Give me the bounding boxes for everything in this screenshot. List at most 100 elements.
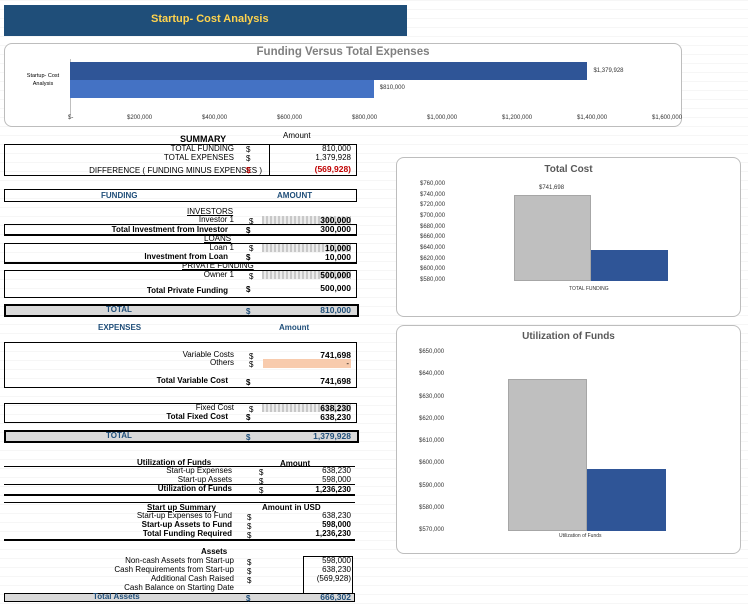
total-investor-cur: $ [246, 226, 251, 235]
total-investor-label: Total Investment from Investor [111, 225, 228, 234]
funding-chart-title: Funding Versus Total Expenses [256, 46, 430, 58]
cash-requirements-cur: $ [247, 567, 252, 576]
total-cost-y-tick: $760,000 [420, 181, 446, 187]
utilization-y-tick: $610,000 [419, 438, 445, 444]
startup-expenses-cur: $ [247, 513, 252, 522]
fixed-cost-value: 638,230 [320, 403, 351, 413]
funding-total-label: TOTAL [106, 305, 132, 314]
others-label: Others [209, 358, 234, 367]
startup-expenses-label: Start-up Expenses to Fund [136, 511, 232, 520]
loan1-cur: $ [249, 244, 254, 253]
cash-requirements-label: Cash Requirements from Start-up [114, 565, 234, 574]
others-value: - [346, 359, 349, 368]
additional-cash-value: (569,928) [316, 574, 351, 583]
startup-expenses-value: 638,230 [322, 511, 351, 520]
funding-chart-x-tick: $1,000,000 [427, 115, 458, 121]
summary-value-col [269, 144, 357, 175]
utilization-expenses-cur: $ [259, 468, 264, 477]
funding-chart-category: Startup- Cost Analysis [26, 73, 60, 87]
investor1-label: Investor 1 [198, 215, 234, 224]
total-cost-y-tick: $640,000 [420, 245, 446, 251]
summary-total-funding-value: 810,000 [322, 144, 351, 153]
summary-amount-header: Amount [283, 131, 311, 140]
owner1-value-cell [262, 271, 351, 279]
total-variable-value: 741,698 [320, 376, 351, 386]
utilization-amount-header: Amount [280, 459, 311, 468]
fixed-box [4, 403, 357, 423]
total-variable-label: Total Variable Cost [156, 376, 228, 385]
total-assets-label: Total Assets [93, 592, 140, 601]
startup-summary-top-line [4, 502, 355, 503]
total-private-label: Total Private Funding [146, 286, 228, 295]
total-variable-cur: $ [246, 378, 251, 387]
total-cost-data-label: $741,698 [539, 185, 565, 191]
bar-total-expenses-label: $1,379,928 [593, 68, 624, 74]
total-private-value: 500,000 [320, 283, 351, 293]
total-assets-cur: $ [246, 594, 251, 603]
total-assets-row [4, 593, 355, 602]
funding-amount-header: AMOUNT [277, 191, 313, 200]
total-cost-y-tick: $740,000 [420, 191, 446, 198]
cash-requirements-value: 638,230 [322, 565, 351, 574]
summary-difference-value: (569,928) [314, 164, 351, 174]
total-cost-chart[interactable]: Total Cost $741,698 $760,000 $740,000 $720… [396, 157, 741, 317]
summary-difference-label: DIFFERENCE ( FUNDING MINUS EXPENSES ) [89, 166, 262, 175]
others-cur: $ [249, 360, 254, 369]
variable-costs-cur: $ [249, 352, 254, 361]
utilization-expenses-label: Start-up Expenses [166, 466, 232, 475]
funding-chart-x-tick: $400,000 [202, 115, 228, 121]
total-fixed-value: 638,230 [320, 412, 351, 422]
fixed-cost-value-cell [262, 404, 351, 412]
funding-total-cur: $ [246, 307, 251, 316]
private-funding-label: PRIVATE FUNDING [182, 261, 254, 270]
utilization-y-tick: $640,000 [419, 371, 445, 378]
investor-total-box [4, 224, 357, 236]
utilization-total-cur: $ [259, 486, 264, 495]
total-cost-y-tick: $700,000 [420, 213, 446, 219]
utilization-assets-value: 598,000 [322, 475, 351, 484]
total-cost-y-tick: $660,000 [420, 234, 446, 241]
utilization-y-tick: $570,000 [419, 527, 445, 533]
startup-assets-value: 598,000 [322, 520, 351, 529]
others-value-cell[interactable] [263, 359, 351, 368]
total-fixed-label: Total Fixed Cost [166, 412, 228, 421]
noncash-assets-value: 598,000 [322, 556, 351, 565]
total-funding-required-cur: $ [247, 531, 252, 540]
utilization-mid-line [4, 484, 355, 485]
utilization-x-label: Utilization of Funds [559, 533, 602, 539]
funding-header: FUNDING [101, 191, 138, 200]
total-funding-required-label: Total Funding Required [142, 529, 232, 538]
loan1-label: Loan 1 [209, 243, 234, 252]
variable-costs-value: 741,698 [320, 350, 351, 360]
total-cost-chart-title: Total Cost [544, 164, 593, 175]
assets-title: Assets [201, 547, 228, 556]
funding-vs-expenses-chart[interactable]: Funding Versus Total Expenses Startup- C… [4, 43, 682, 127]
investor1-cur: $ [249, 217, 254, 226]
utilization-bar-1 [508, 379, 587, 531]
expenses-total-cur: $ [246, 433, 251, 442]
expenses-amount-header: Amount [279, 323, 310, 332]
utilization-top-line [4, 466, 355, 467]
loan-box [4, 243, 357, 264]
summary-difference-cur: $ [246, 166, 251, 175]
loans-label: LOANS [204, 234, 232, 243]
expenses-header: EXPENSES [98, 323, 142, 332]
expenses-total-value: 1,379,928 [313, 431, 351, 441]
noncash-assets-cur: $ [247, 558, 252, 567]
utilization-y-tick: $620,000 [419, 415, 445, 422]
summary-total-expenses-label: TOTAL EXPENSES [163, 153, 234, 162]
startup-assets-label: Start-up Assets to Fund [141, 520, 232, 529]
investors-label: INVESTORS [187, 207, 234, 216]
utilization-chart[interactable]: Utilization of Funds $650,000 $640,000 $63… [396, 325, 741, 554]
total-cost-y-tick: $580,000 [420, 277, 446, 283]
summary-total-expenses-value: 1,379,928 [315, 153, 351, 162]
utilization-y-tick: $600,000 [419, 460, 445, 467]
noncash-assets-label: Non-cash Assets from Start-up [125, 556, 234, 565]
summary-total-funding-cur: $ [246, 145, 251, 154]
owner1-label: Owner 1 [203, 270, 234, 279]
owner1-value: 500,000 [320, 270, 351, 280]
summary-total-expenses-cur: $ [246, 154, 251, 163]
loan1-value: 10,000 [325, 243, 351, 253]
utilization-y-tick: $630,000 [419, 393, 445, 400]
total-private-cur: $ [246, 285, 251, 294]
